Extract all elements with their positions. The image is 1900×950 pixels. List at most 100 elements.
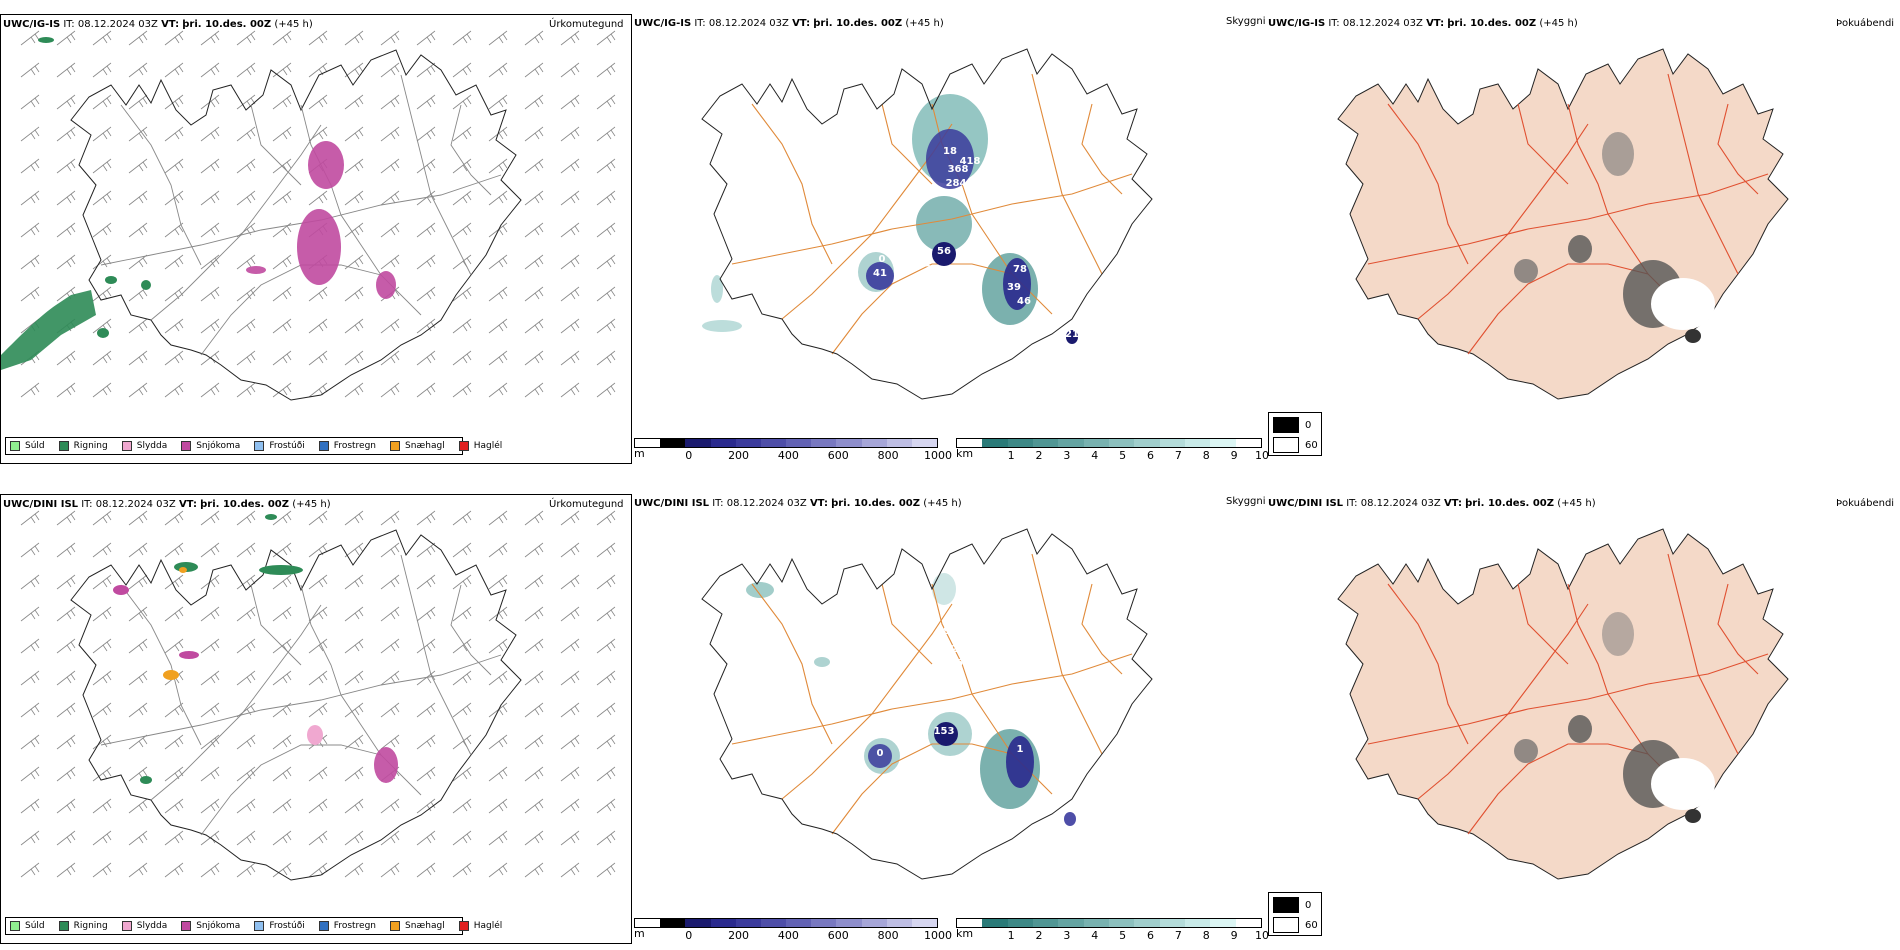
wind-barb bbox=[200, 670, 220, 686]
cloud-panel-2: UWC/DINI ISL IT: 08.12.2024 03Z VT: þri.… bbox=[632, 494, 1269, 944]
legend-label: Frostregn bbox=[333, 441, 377, 451]
iceland-outline bbox=[70, 49, 522, 401]
legend-swatch bbox=[254, 921, 265, 931]
wind-barb bbox=[416, 254, 436, 270]
wind-barb bbox=[128, 126, 148, 142]
wind-barb bbox=[56, 862, 76, 878]
wind-barb bbox=[488, 830, 508, 846]
fog-panel-2: 0 60 UWC/DINI ISL IT: 08.12.2024 03Z VT: … bbox=[1268, 494, 1900, 944]
legend-label: Rigning bbox=[73, 921, 108, 931]
ceiling-label: 30 bbox=[925, 264, 939, 275]
road-lines bbox=[731, 553, 1133, 835]
wind-barb bbox=[560, 254, 580, 270]
wind-barb bbox=[128, 862, 148, 878]
wind-barb bbox=[560, 542, 580, 558]
wind-barb bbox=[92, 638, 112, 654]
wind-barb bbox=[20, 94, 40, 110]
wind-barb bbox=[344, 350, 364, 366]
ceiling-label: 46 bbox=[949, 658, 963, 669]
wind-barb bbox=[452, 510, 472, 526]
legend-swatch bbox=[390, 441, 401, 451]
wind-barb bbox=[344, 286, 364, 302]
colorbar-cell bbox=[982, 439, 1008, 447]
colorbar-cell bbox=[861, 439, 887, 447]
colorbar-cell bbox=[760, 919, 787, 927]
legend-swatch bbox=[254, 441, 265, 451]
wind-barb bbox=[128, 702, 148, 718]
legend-swatch bbox=[58, 921, 69, 931]
colorbar-tick: 7 bbox=[1174, 929, 1182, 942]
wind-barb bbox=[92, 286, 112, 302]
wind-barb bbox=[164, 286, 184, 302]
wind-barb bbox=[200, 382, 220, 398]
colorbar-cell bbox=[710, 439, 736, 447]
wind-barb bbox=[380, 702, 400, 718]
wind-barb bbox=[236, 670, 256, 686]
colorbar-cell bbox=[635, 919, 661, 927]
wind-barb bbox=[416, 702, 436, 718]
ceiling-label: 18 bbox=[943, 146, 957, 157]
wind-barb bbox=[56, 606, 76, 622]
cloud-panel-1: UWC/IG-IS IT: 08.12.2024 03Z VT: þri. 10… bbox=[632, 14, 1269, 464]
wind-barb bbox=[524, 94, 544, 110]
road bbox=[1567, 583, 1649, 755]
road bbox=[731, 653, 1133, 745]
legend-swatch bbox=[318, 441, 329, 451]
wind-barb bbox=[200, 286, 220, 302]
wind-barb bbox=[596, 542, 616, 558]
wind-barb bbox=[452, 638, 472, 654]
legend-item: Snjókoma bbox=[181, 921, 240, 931]
wind-barb bbox=[380, 734, 400, 750]
wind-barb bbox=[452, 350, 472, 366]
legend-label: Snæhagl bbox=[405, 921, 445, 931]
wind-barb bbox=[128, 830, 148, 846]
wind-barb bbox=[416, 766, 436, 782]
wind-barb bbox=[128, 190, 148, 206]
legend-label: Frostúði bbox=[269, 441, 305, 451]
ceiling-colorbar: 0 200 400 600 800 1000 m bbox=[634, 918, 952, 942]
colorbar-cell bbox=[1108, 919, 1135, 927]
colorbar-cell bbox=[1032, 439, 1059, 447]
wind-barb bbox=[380, 862, 400, 878]
wind-barb bbox=[452, 158, 472, 174]
wind-barb bbox=[380, 798, 400, 814]
wind-barb bbox=[164, 734, 184, 750]
wind-barb bbox=[164, 862, 184, 878]
wind-barb bbox=[344, 702, 364, 718]
wind-barb bbox=[596, 830, 616, 846]
colorbar-tick: 1000 bbox=[924, 449, 952, 462]
wind-barb bbox=[596, 30, 616, 46]
legend-label: Slydda bbox=[136, 441, 168, 451]
wind-barb bbox=[452, 94, 472, 110]
wind-barb bbox=[272, 350, 292, 366]
ceiling-label: 21 bbox=[1065, 329, 1079, 340]
wind-barb bbox=[380, 510, 400, 526]
wind-barb bbox=[128, 62, 148, 78]
wind-barb bbox=[488, 510, 508, 526]
fog-legend-item: 60 bbox=[1273, 917, 1318, 933]
wind-barb bbox=[20, 510, 40, 526]
wind-barb bbox=[92, 510, 112, 526]
wind-barb bbox=[488, 862, 508, 878]
road bbox=[781, 603, 953, 800]
colorbar-cell bbox=[1058, 439, 1084, 447]
wind-barb bbox=[308, 702, 328, 718]
wind-barb bbox=[236, 318, 256, 334]
colorbar-tick: 9 bbox=[1230, 929, 1238, 942]
wind-barb bbox=[236, 30, 256, 46]
wind-barb bbox=[128, 574, 148, 590]
wind-barb bbox=[272, 62, 292, 78]
wind-barb bbox=[488, 254, 508, 270]
wind-barb bbox=[164, 830, 184, 846]
wind-barb bbox=[560, 190, 580, 206]
wind-barb bbox=[200, 318, 220, 334]
wind-barb bbox=[128, 734, 148, 750]
colorbar-cell bbox=[811, 439, 837, 447]
wind-barb bbox=[200, 62, 220, 78]
wind-barb bbox=[488, 62, 508, 78]
wind-barb bbox=[560, 638, 580, 654]
colorbar-cell bbox=[911, 919, 938, 927]
wind-barb bbox=[380, 158, 400, 174]
panel-header: UWC/IG-IS IT: 08.12.2024 03Z VT: þri. 10… bbox=[3, 19, 313, 30]
wind-barb bbox=[596, 574, 616, 590]
